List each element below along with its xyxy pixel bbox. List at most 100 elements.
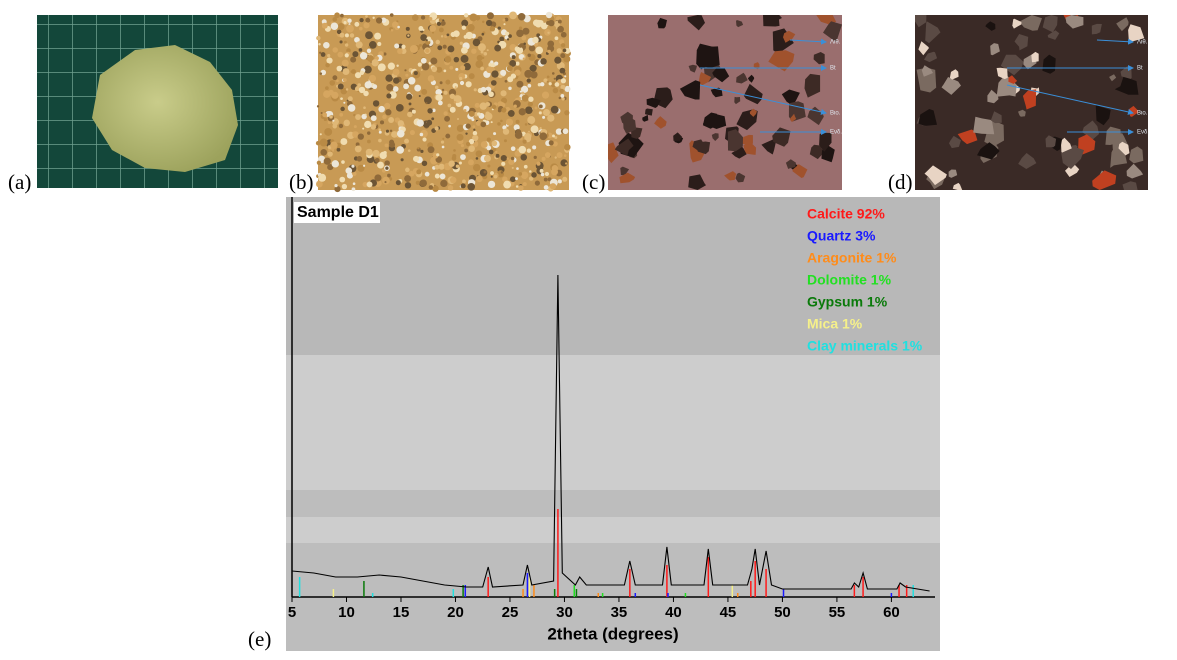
sand-grain	[537, 54, 542, 59]
sand-grain	[502, 176, 508, 182]
sand-grain	[548, 19, 555, 27]
grain	[711, 133, 719, 141]
sand-grain	[476, 175, 483, 183]
sand-grain	[332, 119, 335, 122]
sand-grain	[520, 85, 529, 93]
sand-grain	[449, 65, 454, 70]
sand-grain	[521, 94, 529, 102]
sand-grain	[515, 185, 519, 188]
sand-grain	[495, 150, 498, 154]
sand-grain	[544, 152, 551, 158]
sand-grain	[389, 129, 393, 133]
sand-grain	[326, 57, 333, 64]
sand-grain	[334, 183, 338, 188]
annotation: Βιο.	[830, 111, 841, 117]
grain	[918, 109, 937, 126]
chart-background	[286, 197, 940, 651]
sand-grain	[337, 51, 344, 58]
sand-grain	[319, 133, 322, 136]
sand-grain	[350, 56, 357, 63]
sand-grain	[434, 85, 439, 90]
grain	[924, 165, 947, 186]
sand-grain	[363, 164, 366, 167]
sand-grain	[407, 111, 413, 118]
sand-grain	[367, 139, 371, 144]
legend-entry: Mica 1%	[807, 316, 863, 332]
sand-grain	[463, 35, 468, 39]
sand-grain	[452, 154, 457, 159]
sand-grain	[527, 53, 531, 58]
sand-grain	[511, 166, 514, 169]
sand-grain	[378, 128, 381, 131]
sand-grain	[368, 41, 377, 49]
annotation: Λιθ.	[1137, 40, 1148, 46]
sand-grain	[504, 17, 509, 22]
panel-label: (a)	[8, 170, 31, 194]
sand-grain	[527, 116, 536, 125]
sand-grain	[320, 111, 323, 114]
sand-grain	[383, 52, 387, 56]
sand-grain	[539, 132, 548, 141]
sand-grain	[421, 88, 428, 95]
grain	[614, 138, 634, 156]
sand-grain	[540, 82, 545, 87]
sand-grain	[374, 174, 382, 182]
x-tick-label: 15	[393, 604, 410, 621]
grain	[1110, 145, 1128, 168]
sand-grain	[454, 86, 457, 89]
grain	[763, 15, 780, 27]
sand-grain	[344, 53, 349, 58]
sand-grain	[352, 51, 359, 58]
grain	[1095, 104, 1111, 126]
sand-grain	[386, 83, 394, 91]
sand-grain	[424, 96, 432, 105]
grain	[608, 142, 619, 164]
sand-grain	[446, 33, 450, 37]
sand-grain	[556, 152, 563, 159]
sand-grain	[428, 17, 433, 21]
sand-grain	[550, 105, 559, 114]
annotation: Ενδ.	[1137, 130, 1149, 136]
sand-grain	[544, 171, 550, 177]
sand-grain	[461, 25, 467, 30]
sand-grain	[429, 25, 437, 32]
sand-grain	[460, 65, 466, 71]
sand-grain	[385, 129, 390, 133]
x-tick-label: 5	[288, 604, 296, 621]
photo-b	[315, 11, 571, 193]
sand-grain	[503, 180, 512, 189]
sand-grain	[404, 138, 410, 144]
sand-grain	[374, 157, 380, 163]
sand-grain	[540, 58, 547, 65]
sand-grain	[336, 147, 341, 152]
grain	[736, 20, 744, 28]
sand-grain	[355, 41, 363, 49]
sand-grain	[325, 86, 329, 90]
sand-grain	[382, 176, 390, 185]
sand-grain	[509, 60, 517, 67]
sand-grain	[491, 140, 498, 147]
sand-grain	[318, 43, 321, 46]
sand-grain	[559, 67, 566, 74]
sand-grain	[560, 53, 566, 59]
sand-grain	[546, 20, 550, 25]
sand-grain	[385, 166, 389, 170]
sand-grain	[408, 170, 415, 177]
sand-grain	[453, 100, 457, 104]
sand-grain	[455, 164, 460, 168]
sand-grain	[382, 114, 387, 120]
sand-grain	[511, 55, 516, 60]
sand-grain	[453, 56, 460, 63]
sand-grain	[560, 94, 565, 98]
grain	[1012, 18, 1022, 29]
grain	[918, 41, 929, 56]
sand-grain	[320, 52, 326, 57]
sand-grain	[358, 48, 363, 52]
sand-grain	[365, 148, 373, 156]
sand-grain	[316, 35, 321, 41]
sand-grain	[500, 154, 507, 162]
sand-grain	[532, 36, 539, 44]
sand-grain	[370, 115, 377, 122]
sand-grain	[564, 110, 570, 116]
sand-grain	[518, 26, 523, 30]
